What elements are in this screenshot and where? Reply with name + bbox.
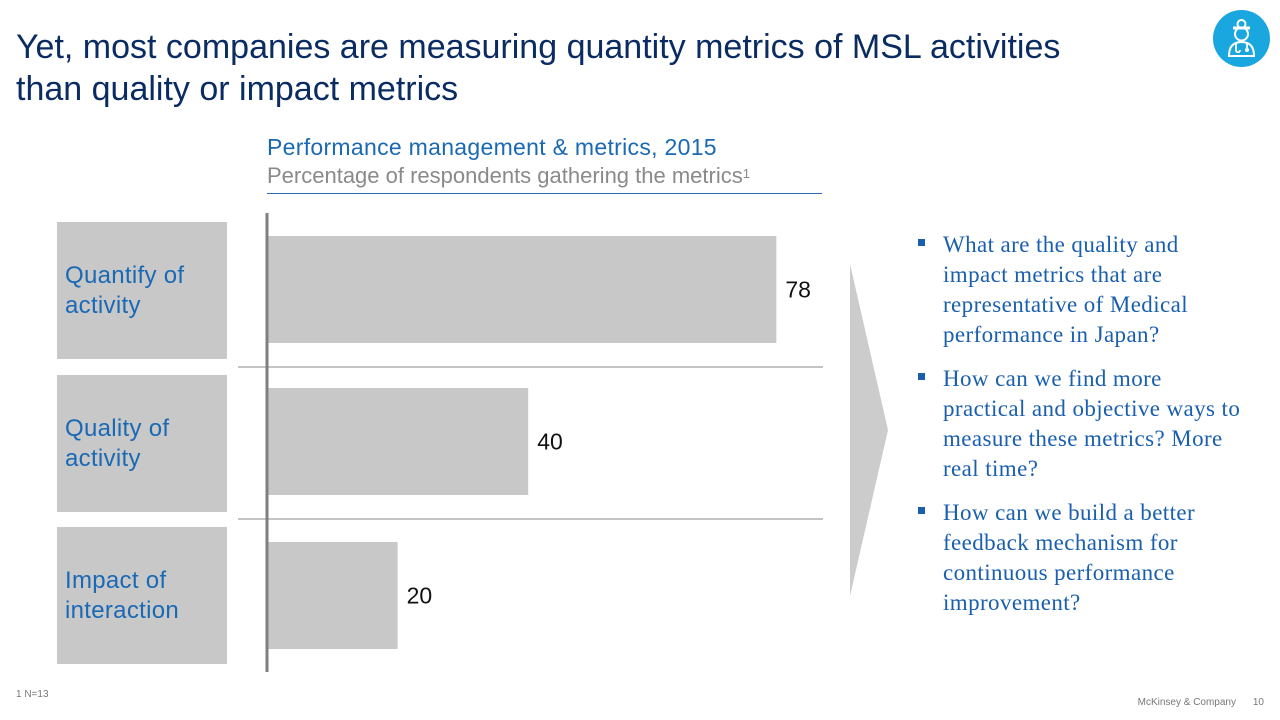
bullet-item-3: How can we build a better feedback mecha… bbox=[916, 498, 1246, 618]
category-label-3-line-1: Impact of bbox=[65, 566, 167, 594]
source-label: McKinsey & Company bbox=[1137, 697, 1236, 708]
category-label-3: Impact of interaction bbox=[65, 566, 179, 626]
bar-3 bbox=[267, 542, 398, 649]
footnote: 1 N=13 bbox=[16, 689, 49, 700]
bullet-text-1: What are the quality and impact metrics … bbox=[943, 232, 1188, 347]
category-label-3-line-2: interaction bbox=[65, 596, 180, 624]
doctor-icon bbox=[1213, 10, 1270, 67]
bar-2 bbox=[267, 388, 529, 495]
page-number: 10 bbox=[1252, 697, 1264, 708]
category-box-2: Quality of activity bbox=[57, 375, 227, 512]
category-label-1: Quantify of activity bbox=[65, 261, 184, 321]
category-label-2-line-1: Quality of bbox=[65, 414, 170, 442]
bar-value-label-1: 78 bbox=[785, 277, 811, 303]
slide-title: Yet, most companies are measuring quanti… bbox=[16, 26, 1176, 110]
bars-layer: 78 40 20 bbox=[267, 236, 811, 649]
category-label-2: Quality of activity bbox=[65, 414, 169, 474]
category-box-3: Impact of interaction bbox=[57, 527, 227, 664]
bar-value-label-2: 40 bbox=[537, 429, 563, 455]
category-box-1: Quantify of activity bbox=[57, 222, 227, 359]
chart-title: Performance management & metrics, 2015 bbox=[267, 134, 717, 160]
slide-title-line-1: Yet, most companies are measuring quanti… bbox=[16, 28, 1061, 66]
bullet-text-3: How can we build a better feedback mecha… bbox=[943, 500, 1196, 615]
chart-subtitle-text: Percentage of respondents gathering the … bbox=[267, 163, 743, 188]
bar-value-label-3: 20 bbox=[407, 583, 433, 609]
bar-1 bbox=[267, 236, 777, 343]
callout-arrow bbox=[850, 264, 888, 596]
bullet-text-2: How can we find more practical and objec… bbox=[943, 366, 1241, 481]
category-label-2-line-2: activity bbox=[65, 444, 141, 472]
chart-subtitle-footnote-marker: 1 bbox=[742, 166, 750, 181]
category-label-1-line-1: Quantify of bbox=[65, 261, 185, 289]
square-bullet-icon bbox=[918, 507, 925, 514]
slide-title-line-2: than quality or impact metrics bbox=[16, 70, 459, 108]
category-label-1-line-2: activity bbox=[65, 291, 141, 319]
chart-header: Performance management & metrics, 2015 P… bbox=[267, 132, 822, 194]
bullet-item-2: How can we find more practical and objec… bbox=[916, 364, 1246, 484]
square-bullet-icon bbox=[918, 239, 925, 246]
square-bullet-icon bbox=[918, 373, 925, 380]
chart-subtitle: Percentage of respondents gathering the … bbox=[267, 162, 822, 190]
bullet-list: What are the quality and impact metrics … bbox=[916, 230, 1246, 632]
bullet-item-1: What are the quality and impact metrics … bbox=[916, 230, 1246, 350]
